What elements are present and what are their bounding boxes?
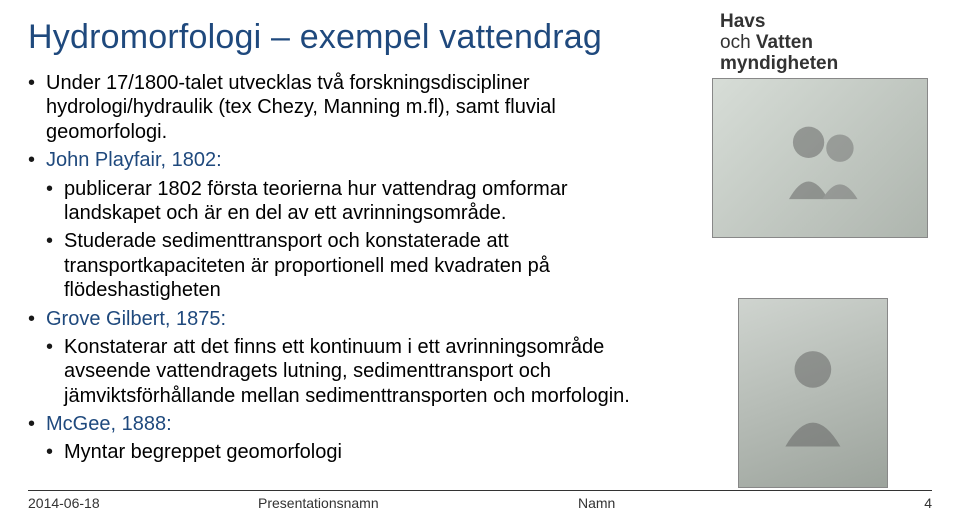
footer-page-number: 4	[902, 495, 932, 511]
person-icon	[754, 109, 887, 207]
person-icon	[767, 335, 859, 452]
bullet-playfair: John Playfair, 1802: publicerar 1802 för…	[28, 148, 658, 302]
gilbert-sublist: Konstaterar att det finns ett kontinuum …	[46, 335, 658, 408]
logo-vatten: Vatten	[751, 32, 813, 53]
bullet-playfair-b: Studerade sedimenttransport och konstate…	[46, 229, 658, 302]
footer-date: 2014-06-18	[28, 495, 258, 511]
bullet-gilbert: Grove Gilbert, 1875: Konstaterar att det…	[28, 307, 658, 409]
bullet-mcgee: McGee, 1888: Myntar begreppet geomorfolo…	[28, 412, 658, 465]
content-area: Under 17/1800-talet utvecklas två forskn…	[28, 71, 658, 465]
bullet-list: Under 17/1800-talet utvecklas två forskn…	[28, 71, 658, 465]
portrait-image-bottom	[738, 298, 888, 488]
bullet-playfair-label: John Playfair, 1802:	[46, 149, 222, 171]
agency-logo: Havs och Vatten myndigheten	[720, 12, 890, 75]
bullet-mcgee-label: McGee, 1888:	[46, 413, 172, 435]
logo-line-1: Havs	[720, 12, 890, 33]
footer-divider	[28, 490, 932, 491]
bullet-playfair-a: publicerar 1802 första teorierna hur vat…	[46, 177, 658, 226]
footer-presentation: Presentationsnamn	[258, 495, 578, 511]
bullet-mcgee-a: Myntar begreppet geomorfologi	[46, 440, 658, 464]
logo-line-2: och Vatten	[720, 33, 890, 54]
bullet-intro: Under 17/1800-talet utvecklas två forskn…	[28, 71, 658, 144]
footer-name: Namn	[578, 495, 902, 511]
bullet-gilbert-a: Konstaterar att det finns ett kontinuum …	[46, 335, 658, 408]
portrait-image-top	[712, 78, 928, 238]
logo-line-3: myndigheten	[720, 54, 890, 75]
playfair-sublist: publicerar 1802 första teorierna hur vat…	[46, 177, 658, 303]
mcgee-sublist: Myntar begreppet geomorfologi	[46, 440, 658, 464]
slide-footer: 2014-06-18 Presentationsnamn Namn 4	[28, 490, 932, 511]
slide: Hydromorfologi – exempel vattendrag Havs…	[0, 0, 960, 523]
footer-row: 2014-06-18 Presentationsnamn Namn 4	[28, 495, 932, 511]
bullet-gilbert-label: Grove Gilbert, 1875:	[46, 308, 226, 330]
logo-och: och	[720, 32, 751, 53]
